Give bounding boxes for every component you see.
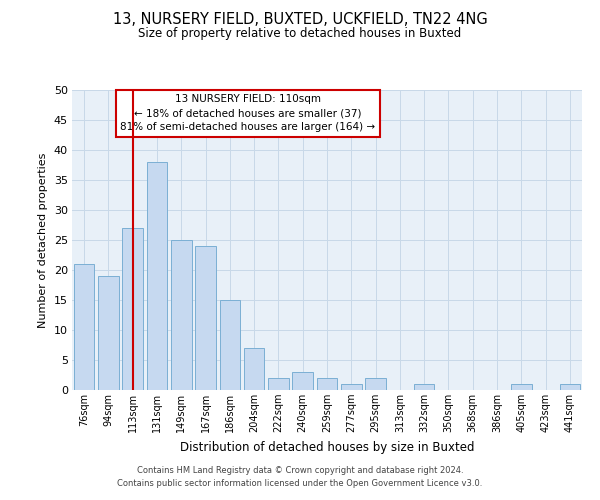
Bar <box>98 276 119 390</box>
Bar <box>317 378 337 390</box>
Bar <box>146 162 167 390</box>
Bar <box>74 264 94 390</box>
Bar <box>414 384 434 390</box>
Bar <box>292 372 313 390</box>
Bar <box>560 384 580 390</box>
Bar <box>122 228 143 390</box>
Bar <box>244 348 265 390</box>
Bar <box>195 246 216 390</box>
Y-axis label: Number of detached properties: Number of detached properties <box>38 152 48 328</box>
Text: 13, NURSERY FIELD, BUXTED, UCKFIELD, TN22 4NG: 13, NURSERY FIELD, BUXTED, UCKFIELD, TN2… <box>113 12 487 28</box>
Text: Size of property relative to detached houses in Buxted: Size of property relative to detached ho… <box>139 28 461 40</box>
Bar <box>365 378 386 390</box>
Bar <box>171 240 191 390</box>
Text: Contains HM Land Registry data © Crown copyright and database right 2024.
Contai: Contains HM Land Registry data © Crown c… <box>118 466 482 487</box>
X-axis label: Distribution of detached houses by size in Buxted: Distribution of detached houses by size … <box>180 440 474 454</box>
Bar <box>341 384 362 390</box>
Bar <box>268 378 289 390</box>
Bar <box>220 300 240 390</box>
Text: 13 NURSERY FIELD: 110sqm
← 18% of detached houses are smaller (37)
81% of semi-d: 13 NURSERY FIELD: 110sqm ← 18% of detach… <box>121 94 376 132</box>
Bar <box>511 384 532 390</box>
